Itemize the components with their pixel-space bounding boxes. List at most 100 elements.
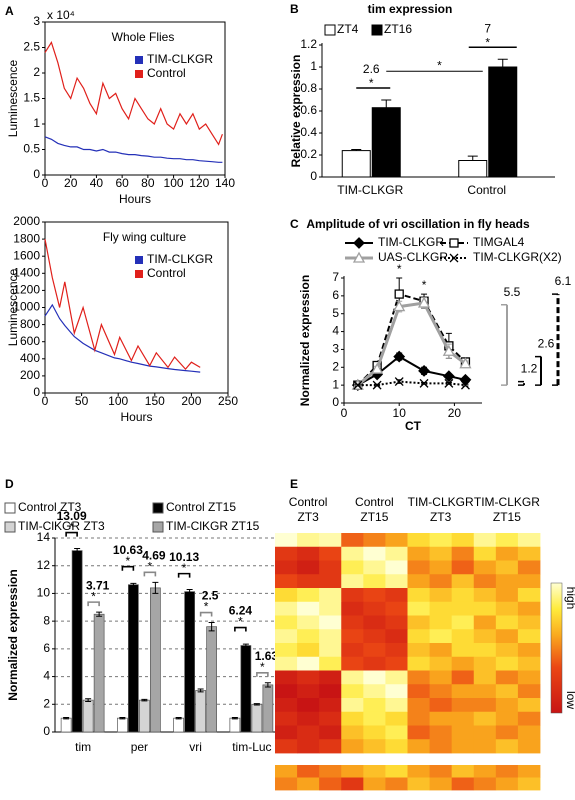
significance-star: * <box>204 600 209 614</box>
data-line <box>44 238 201 371</box>
y-tick-label: 7 <box>332 270 339 284</box>
bar <box>60 717 72 733</box>
heatmap-cell <box>429 711 453 726</box>
amplitude-caps <box>535 355 541 386</box>
significance-bracket <box>177 572 191 578</box>
heatmap-cell <box>385 670 408 685</box>
heatmap-cell <box>451 588 475 603</box>
heatmap-cell <box>385 684 408 699</box>
heatmap-cell <box>275 777 298 791</box>
heatmap-cell <box>385 725 408 740</box>
heatmap-cell <box>275 725 298 740</box>
bar <box>117 717 128 733</box>
heatmap-cell <box>451 765 475 778</box>
heatmap-cell <box>297 533 320 548</box>
heatmap-cell <box>319 615 342 630</box>
column-header: Control <box>355 495 394 509</box>
legend-swatch <box>371 24 383 36</box>
heatmap-cell <box>297 546 320 561</box>
x-axis-label: Hours <box>120 410 152 424</box>
bar <box>71 550 83 733</box>
heatmap-cell <box>473 643 497 658</box>
heatmap-cell <box>341 777 364 791</box>
heatmap-cell <box>275 560 298 575</box>
heatmap-cell <box>517 711 541 726</box>
bar <box>82 699 94 733</box>
error-bar <box>186 589 193 595</box>
y-tick-label: 3 <box>332 342 339 356</box>
heatmap-cell <box>319 560 342 575</box>
heatmap-cell <box>341 711 364 726</box>
significance-bracket <box>87 601 100 607</box>
heatmap-cell <box>473 739 497 754</box>
y-tick-label: 0.6 <box>300 103 317 117</box>
heatmap-cell <box>429 533 453 548</box>
heatmap-cell <box>275 574 298 589</box>
significance-bracket <box>256 672 269 677</box>
bar <box>262 684 274 733</box>
y-tick-label: 1200 <box>13 283 40 297</box>
significance-star: * <box>369 76 374 90</box>
bar <box>184 591 195 733</box>
heatmap-cell <box>407 588 430 603</box>
heatmap-cell <box>341 656 364 671</box>
y-tick-label: 1800 <box>13 231 40 245</box>
heatmap-cell <box>451 698 475 713</box>
heatmap-cell <box>473 588 497 603</box>
amplitude-caps <box>552 293 558 386</box>
heatmap-cell <box>517 670 541 685</box>
heatmap-cell <box>407 615 430 630</box>
error-bar <box>96 611 103 617</box>
legend-label: TIM-ClKGR ZT15 <box>166 519 260 533</box>
error-bar <box>208 622 215 632</box>
heatmap-cell <box>517 574 541 589</box>
y-tick-label: 400 <box>20 351 40 365</box>
legend-label: TIM-CLKGR <box>147 52 213 66</box>
heatmap-cell <box>517 588 541 603</box>
fold-change: 6.24 <box>229 604 253 618</box>
panel-label: B <box>290 2 299 16</box>
error-bar <box>141 698 148 702</box>
heatmap-cell <box>341 533 364 548</box>
legend-marker <box>352 251 366 263</box>
heatmap-cell <box>451 725 475 740</box>
heatmap-cell <box>451 656 475 671</box>
y-tick-label: 1 <box>310 59 317 73</box>
heatmap-cell <box>517 765 541 778</box>
heatmap-cell <box>517 725 541 740</box>
x-tick-label: 120 <box>189 176 209 190</box>
heatmap-cell <box>385 629 408 644</box>
fold-change: 1.63 <box>255 649 279 663</box>
x-tick-label: 50 <box>75 394 89 408</box>
heatmap-cell <box>517 601 541 616</box>
heatmap-cell <box>319 601 342 616</box>
heatmap-cell <box>429 765 453 778</box>
data-line <box>357 380 466 387</box>
heatmap-cell <box>363 588 386 603</box>
bar <box>229 717 241 733</box>
legend-label: TIMGAL4 <box>473 235 525 249</box>
y-tick-label: 2.5 <box>23 40 40 54</box>
y-tick-label: 10 <box>37 586 51 600</box>
legend-swatch <box>135 70 143 78</box>
panel-label: D <box>5 477 14 491</box>
x-tick-label: 250 <box>218 394 238 408</box>
heatmap-cell <box>319 777 342 791</box>
y-tick-label: 5 <box>332 306 339 320</box>
legend-label: TIM-CLKGR(X2) <box>473 250 562 264</box>
heatmap-cell <box>385 698 408 713</box>
y-tick-label: 4 <box>43 669 50 683</box>
error-bar <box>85 698 92 703</box>
heatmap-cell <box>429 601 453 616</box>
heatmap-cell <box>407 574 430 589</box>
legend-label: TIM-CLKGR <box>378 235 444 249</box>
heatmap-cell <box>517 560 541 575</box>
heatmap-cell <box>363 629 386 644</box>
amplitude-label: 5.5 <box>504 285 521 299</box>
column-header: ZT3 <box>297 510 319 524</box>
heatmap-cell <box>407 777 430 791</box>
heatmap-cell <box>319 533 342 548</box>
heatmap-cell <box>319 711 342 726</box>
data-point <box>444 378 454 388</box>
x-tick-label: 60 <box>115 176 129 190</box>
